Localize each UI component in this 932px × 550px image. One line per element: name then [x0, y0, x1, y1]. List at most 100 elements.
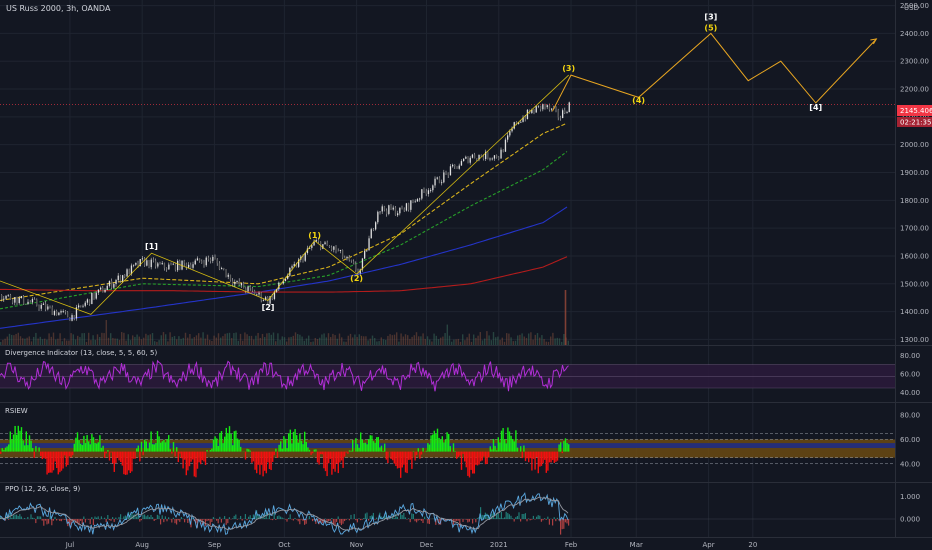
volume-bar [367, 340, 369, 345]
ppo-histogram-bar [228, 517, 230, 519]
ppo-histogram-bar [288, 517, 290, 519]
ppo-histogram-bar [24, 518, 26, 519]
rsiew-bar [281, 448, 283, 452]
volume-bar [96, 334, 99, 345]
rsiew-bar [452, 443, 455, 452]
volume-bar [301, 336, 303, 345]
candle-body [372, 229, 375, 231]
rsiew-bar [246, 448, 248, 452]
volume-bar [479, 332, 481, 345]
ppo-histogram-bar [108, 519, 110, 521]
volume-bar [151, 333, 154, 345]
ppo-histogram-bar [491, 513, 493, 519]
rsiew-bar [459, 451, 461, 456]
candle-body [295, 264, 298, 267]
volume-bar [356, 337, 358, 345]
volume-bar [415, 332, 418, 345]
candle-body [423, 189, 425, 192]
candle-body [227, 274, 229, 277]
volume-bar [446, 324, 448, 345]
rsiew-bar [184, 451, 186, 460]
volume-bar [11, 334, 13, 345]
volume-bar [250, 335, 253, 345]
volume-bar [365, 336, 367, 345]
ppo-histogram-bar [168, 517, 170, 519]
rsiew-title: RSIEW [5, 407, 28, 415]
ppo-histogram-bar [131, 512, 133, 519]
time-axis-tick-label: 2021 [490, 541, 508, 549]
rsiew-bar [545, 451, 547, 473]
candle-body [500, 149, 502, 159]
candle-body [419, 198, 421, 200]
rsiew-bar [393, 451, 395, 464]
volume-bar [497, 336, 499, 345]
candle-body [199, 258, 201, 262]
rsiew-bar [436, 428, 439, 452]
ppo-histogram-bar [136, 516, 138, 519]
candle-body [271, 296, 273, 299]
volume-bar [380, 337, 382, 345]
ppo-histogram-bar [513, 519, 515, 522]
rsiew-bar [128, 451, 130, 471]
ppo-histogram-bar [438, 519, 440, 525]
candle-body [397, 213, 399, 216]
ppo-histogram-bar [244, 514, 246, 519]
rsiew-bar [505, 443, 507, 452]
rsiew-bar [489, 446, 491, 452]
volume-bar [228, 332, 231, 345]
ppo-histogram-bar [454, 519, 456, 522]
ppo-histogram-bar [558, 519, 560, 521]
rsiew-bar [230, 433, 232, 452]
candle-body [159, 263, 161, 265]
ppo-histogram-bar [444, 519, 446, 522]
volume-bar [541, 335, 543, 345]
ppo-histogram-bar [476, 518, 478, 519]
ppo-histogram-bar [272, 519, 274, 521]
rsiew-bar [481, 451, 483, 461]
ppo-histogram-bar [315, 519, 317, 524]
volume-bar [345, 341, 347, 345]
ppo-histogram-bar [289, 514, 291, 519]
ppo-histogram-bar [259, 515, 261, 519]
volume-bar [517, 335, 519, 345]
rsiew-bar [350, 450, 352, 452]
rsiew-bar [209, 450, 211, 452]
volume-bar [178, 336, 180, 345]
main-price-panel[interactable] [0, 32, 895, 345]
volume-bar [420, 336, 422, 345]
rsiew-bar [443, 442, 445, 452]
candle-body [447, 172, 449, 176]
volume-bar [132, 335, 134, 345]
ppo-histogram-bar [177, 519, 179, 521]
rsiew-bar [160, 442, 162, 452]
candle-body [133, 264, 135, 266]
rsiew-bar [342, 451, 344, 468]
candle-body [71, 315, 73, 321]
volume-bar [299, 334, 301, 345]
rsiew-bar [132, 451, 135, 459]
rsiew-bar [217, 445, 219, 452]
volume-bar [154, 341, 156, 345]
rsiew-bar [492, 439, 495, 452]
rsiew-bar [484, 451, 487, 465]
rsiew-bar [233, 431, 235, 452]
rsiew-bar [313, 449, 315, 452]
rsiew-bar [105, 451, 107, 454]
ppo-histogram-bar [328, 519, 330, 522]
ppo-histogram-bar [206, 519, 208, 522]
candle-body [232, 280, 234, 285]
ppo-histogram-bar [417, 519, 419, 521]
ppo-histogram-bar [88, 519, 90, 520]
rsiew-bar [24, 445, 26, 452]
volume-bar [206, 334, 209, 345]
volume-bar [275, 341, 277, 345]
candle-body [298, 259, 300, 267]
rsiew-bar [300, 440, 303, 452]
time-axis[interactable]: Jul Aug Sep Oct Nov Dec 2021 Feb Mar Apr 20 [65, 541, 758, 549]
volume-bar [492, 332, 495, 345]
volume-bar [105, 320, 107, 345]
volume-bar [70, 333, 72, 345]
rsiew-bar [428, 444, 431, 452]
rsiew-bar [480, 451, 482, 462]
